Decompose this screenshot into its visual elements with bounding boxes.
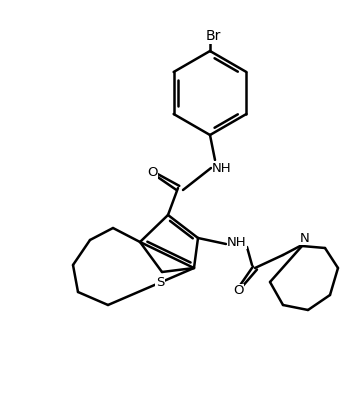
Text: Br: Br <box>205 29 221 43</box>
Text: O: O <box>147 166 157 178</box>
Text: NH: NH <box>227 236 247 248</box>
Text: NH: NH <box>212 162 232 174</box>
Text: N: N <box>300 232 310 244</box>
Text: O: O <box>233 284 243 298</box>
Text: S: S <box>156 276 164 288</box>
